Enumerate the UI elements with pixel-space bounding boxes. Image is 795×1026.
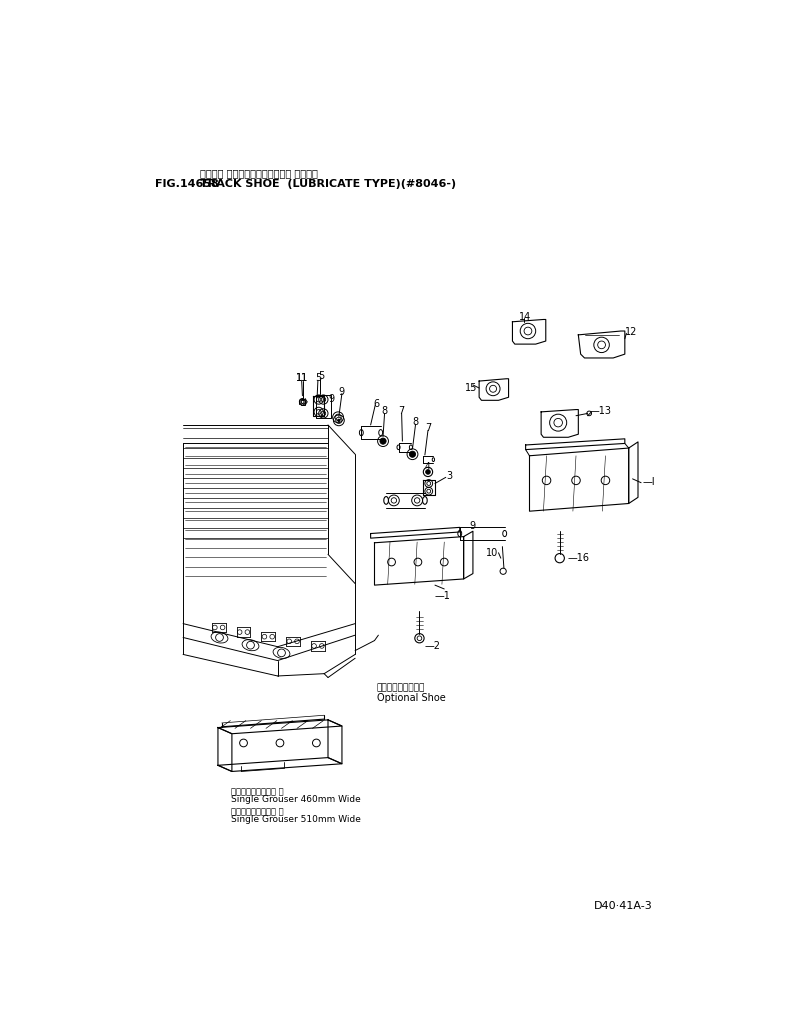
Text: 3: 3 bbox=[447, 471, 452, 481]
Circle shape bbox=[425, 470, 430, 474]
Text: FIG.14658: FIG.14658 bbox=[155, 180, 219, 190]
Text: —2: —2 bbox=[424, 640, 440, 650]
Text: —1: —1 bbox=[435, 591, 451, 600]
Circle shape bbox=[380, 438, 386, 444]
Text: 9: 9 bbox=[338, 387, 344, 397]
Text: 8: 8 bbox=[413, 418, 419, 427]
Text: —16: —16 bbox=[568, 553, 589, 563]
Text: Optional Shoe: Optional Shoe bbox=[377, 693, 445, 703]
Text: 12: 12 bbox=[625, 327, 638, 338]
Text: TRACK SHOE  (LUBRICATE TYPE)(#8046-): TRACK SHOE (LUBRICATE TYPE)(#8046-) bbox=[200, 180, 456, 190]
Text: 11: 11 bbox=[297, 373, 308, 384]
Text: 4: 4 bbox=[425, 462, 431, 471]
Text: —I: —I bbox=[642, 477, 655, 487]
Text: 9: 9 bbox=[470, 521, 476, 531]
Text: 14: 14 bbox=[518, 312, 531, 322]
Text: シングルグローサー 幅: シングルグローサー 幅 bbox=[231, 787, 284, 796]
Text: 10: 10 bbox=[486, 548, 498, 558]
Text: D40·41A-3: D40·41A-3 bbox=[594, 901, 653, 911]
Text: 5: 5 bbox=[316, 373, 322, 384]
Text: トラック シュー（ルーブリケート タイプ）: トラック シュー（ルーブリケート タイプ） bbox=[200, 168, 318, 177]
Text: 7: 7 bbox=[398, 406, 404, 417]
Text: 6: 6 bbox=[373, 399, 379, 408]
Circle shape bbox=[409, 451, 416, 458]
Text: 11: 11 bbox=[297, 373, 308, 384]
Text: 7: 7 bbox=[425, 424, 431, 433]
Text: 5: 5 bbox=[318, 371, 324, 381]
Text: 9: 9 bbox=[329, 394, 335, 404]
Circle shape bbox=[338, 420, 340, 422]
Text: オプショナルシュー: オプショナルシュー bbox=[377, 683, 425, 693]
Text: 8: 8 bbox=[382, 406, 388, 417]
Text: 15: 15 bbox=[465, 383, 478, 393]
Text: Single Grouser 510mm Wide: Single Grouser 510mm Wide bbox=[231, 816, 361, 824]
Text: Single Grouser 460mm Wide: Single Grouser 460mm Wide bbox=[231, 795, 361, 804]
Text: —13: —13 bbox=[589, 405, 611, 416]
Text: シングルグローサー 幅: シングルグローサー 幅 bbox=[231, 806, 284, 816]
